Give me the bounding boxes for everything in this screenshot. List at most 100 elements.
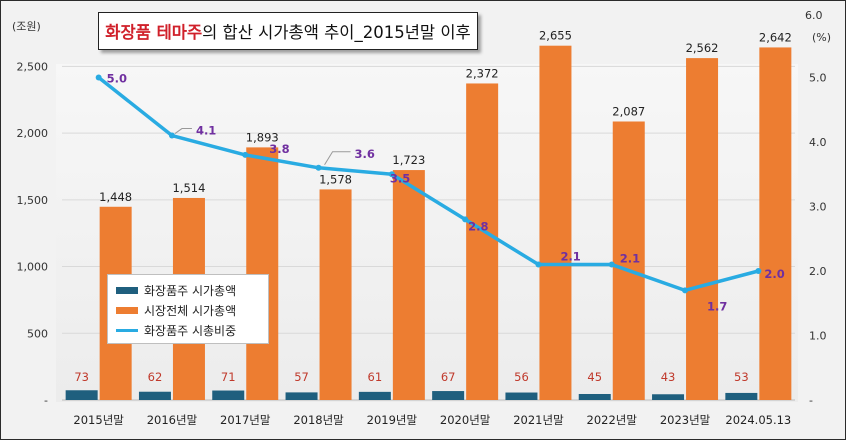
y-right-tick-label: 1.0: [809, 330, 827, 343]
data-label-market-cap: 2,372: [466, 66, 499, 80]
data-label-share: 4.1: [196, 124, 216, 138]
data-label-market-cap: 1,723: [392, 153, 425, 167]
data-label-share: 3.8: [269, 142, 289, 156]
x-tick-label: 2021년말: [513, 413, 564, 427]
point-share: [95, 74, 102, 81]
point-share: [755, 268, 762, 274]
chart-title-accent: 화장품 테마주: [105, 23, 203, 42]
data-label-share: 3.6: [355, 147, 375, 161]
bar-cosmetics-cap: [285, 392, 318, 400]
bar-market-cap: [392, 170, 425, 400]
bar-cosmetics-cap: [358, 391, 391, 400]
bar-market-cap: [539, 45, 572, 401]
data-label-cosmetics-cap: 61: [368, 370, 383, 384]
bar-cosmetics-cap: [725, 392, 758, 400]
data-label-cosmetics-cap: 71: [221, 370, 236, 384]
x-tick-label: 2017년말: [220, 413, 271, 427]
data-label-market-cap: 1,448: [99, 190, 132, 204]
x-tick-label: 2024.05.13: [725, 413, 791, 427]
x-tick-label: 2015년말: [73, 413, 124, 427]
legend: 화장품주 시가총액 시장전체 시가총액 화장품주 시총비중: [107, 274, 269, 344]
point-share: [608, 261, 615, 268]
right-axis-unit: (%): [812, 31, 832, 44]
y-right-tick-label: 5.0: [809, 72, 827, 85]
bar-cosmetics-cap: [578, 393, 611, 400]
data-label-share: 1.7: [707, 299, 727, 313]
data-label-cosmetics-cap: 43: [661, 370, 676, 384]
legend-item-cosmetics-cap: 화장품주 시가총액: [116, 282, 236, 299]
y-right-tick-label: 2.0: [809, 265, 827, 278]
data-label-share: 5.0: [107, 72, 127, 86]
bar-market-cap: [466, 83, 499, 400]
legend-label-market-cap: 시장전체 시가총액: [144, 304, 237, 318]
data-label-market-cap: 2,655: [539, 29, 572, 43]
bar-cosmetics-cap: [505, 392, 538, 400]
y-right-tick-label: 3.0: [809, 201, 827, 214]
bar-market-cap: [686, 58, 719, 400]
point-share: [462, 216, 469, 223]
point-share: [535, 261, 542, 268]
bar-cosmetics-cap: [652, 394, 685, 400]
bar-cosmetics-cap: [432, 391, 465, 400]
y-left-tick-label: 2,500: [17, 60, 49, 73]
data-label-share: 2.1: [620, 252, 640, 266]
data-label-cosmetics-cap: 67: [441, 370, 456, 384]
bar-market-cap: [246, 147, 279, 400]
legend-label-cosmetics-cap: 화장품주 시가총액: [144, 284, 237, 298]
legend-label-share: 화장품주 시총비중: [144, 324, 237, 338]
bar-cosmetics-cap: [138, 391, 171, 400]
data-label-cosmetics-cap: 53: [734, 370, 749, 384]
data-label-cosmetics-cap: 57: [294, 370, 309, 384]
data-label-cosmetics-cap: 73: [74, 370, 89, 384]
left-axis-unit: (조원): [12, 20, 41, 33]
data-label-cosmetics-cap: 45: [587, 370, 602, 384]
x-tick-label: 2018년말: [293, 413, 344, 427]
x-tick-label: 2020년말: [440, 413, 491, 427]
line-share: [96, 75, 761, 293]
point-share: [242, 151, 249, 158]
point-share: [388, 171, 395, 178]
data-label-market-cap: 1,578: [319, 172, 352, 186]
legend-swatch-cosmetics-cap: [116, 287, 138, 294]
bar-market-cap: [319, 189, 352, 400]
chart-title-rest: 의 합산 시가총액 추이_2015년말 이후: [202, 23, 471, 42]
bar-cosmetics-cap: [65, 390, 98, 400]
right-axis-top-tick: 6.0: [805, 9, 823, 22]
point-share: [682, 287, 689, 294]
y-left-tick-label: 2,000: [17, 127, 49, 140]
point-share: [168, 132, 175, 139]
bar-cosmetics-cap: [212, 390, 245, 400]
leader-line: [324, 151, 351, 166]
data-label-market-cap: 1,893: [246, 130, 279, 144]
chart-title: 화장품 테마주 의 합산 시가총액 추이_2015년말 이후: [98, 12, 478, 50]
data-label-market-cap: 1,514: [172, 181, 205, 195]
y-left-tick-label: 500: [27, 327, 48, 340]
data-label-share: 3.5: [390, 171, 410, 185]
x-tick-label: 2019년말: [367, 413, 418, 427]
x-tick-label: 2022년말: [587, 413, 638, 427]
legend-item-market-cap: 시장전체 시가총액: [116, 302, 236, 319]
data-label-share: 2.8: [468, 219, 488, 233]
point-share: [315, 164, 322, 171]
y-left-tick-label: 1,000: [17, 261, 49, 274]
data-label-market-cap: 2,562: [686, 41, 719, 55]
x-tick-label: 2023년말: [660, 413, 711, 427]
y-left-tick-label: 1,500: [17, 194, 49, 207]
y-right-tick-label: 4.0: [809, 136, 827, 149]
data-label-market-cap: 2,087: [612, 104, 645, 118]
data-label-share: 2.0: [764, 267, 784, 281]
legend-swatch-share: [116, 329, 138, 332]
bar-market-cap: [759, 47, 792, 400]
data-label-market-cap: 2,642: [759, 30, 792, 44]
bar-market-cap: [612, 121, 645, 401]
data-label-cosmetics-cap: 56: [514, 370, 529, 384]
legend-item-share: 화장품주 시총비중: [116, 322, 236, 339]
leader-line: [174, 128, 192, 134]
data-label-cosmetics-cap: 62: [148, 370, 163, 384]
legend-swatch-market-cap: [116, 307, 138, 314]
x-tick-label: 2016년말: [147, 413, 198, 427]
y-right-tick-label: -: [809, 394, 813, 407]
y-left-tick-label: -: [44, 394, 48, 407]
data-label-share: 2.1: [560, 250, 580, 264]
